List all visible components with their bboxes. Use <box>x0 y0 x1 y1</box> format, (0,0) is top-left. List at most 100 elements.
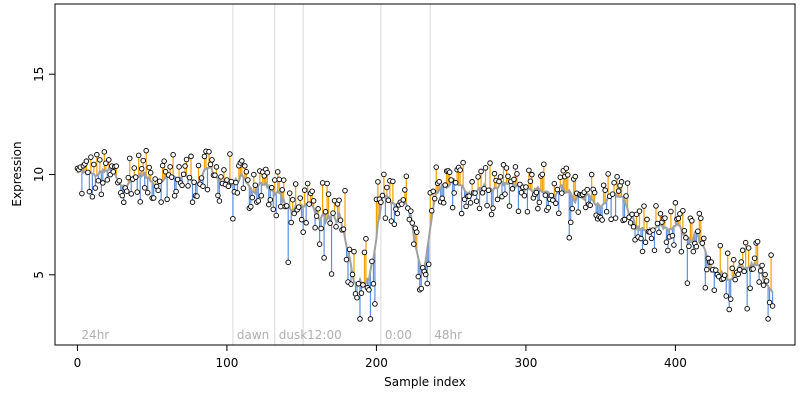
data-point <box>422 271 429 278</box>
data-point <box>277 203 284 210</box>
data-point <box>188 153 194 160</box>
y-axis-title: Expression <box>10 141 24 206</box>
data-point <box>200 183 206 189</box>
phase-label: 24hr <box>81 328 109 342</box>
data-point <box>485 187 492 194</box>
data-point <box>750 266 756 272</box>
data-point <box>566 235 573 241</box>
data-point <box>415 273 422 280</box>
data-point <box>330 210 336 216</box>
data-point <box>490 205 496 211</box>
data-point <box>234 190 241 196</box>
data-point <box>310 198 317 204</box>
data-point <box>563 165 570 171</box>
data-point <box>542 192 549 198</box>
data-point <box>97 157 103 163</box>
data-point <box>629 211 635 218</box>
phase-label: dusk <box>279 328 307 342</box>
data-point <box>379 192 386 199</box>
data-point <box>603 208 610 215</box>
phase-label: 0:00 <box>385 328 412 342</box>
data-point <box>267 197 274 203</box>
data-point <box>191 179 197 185</box>
data-point <box>366 287 372 293</box>
data-point <box>615 188 622 194</box>
data-point <box>346 246 353 253</box>
data-point <box>548 192 555 199</box>
data-point <box>751 255 758 261</box>
data-point <box>233 179 239 186</box>
data-point <box>255 198 262 204</box>
data-point <box>195 162 202 169</box>
data-point <box>650 227 656 233</box>
data-point <box>313 213 320 219</box>
data-point <box>403 173 410 180</box>
data-point <box>227 151 233 157</box>
data-point <box>431 195 438 202</box>
data-point <box>738 259 744 265</box>
data-point <box>418 285 425 292</box>
data-point <box>167 164 173 170</box>
data-point <box>159 162 166 169</box>
data-point <box>103 160 109 167</box>
data-point <box>343 256 350 263</box>
data-point <box>478 168 484 175</box>
data-point <box>367 316 374 322</box>
data-point <box>213 164 220 170</box>
data-point <box>140 157 146 164</box>
data-point <box>100 180 106 186</box>
data-point <box>484 202 490 209</box>
data-point <box>704 266 710 273</box>
data-point <box>609 191 616 197</box>
data-point <box>176 164 182 170</box>
data-point <box>469 179 475 185</box>
x-axis: 0 100 200 300 400 <box>74 344 687 370</box>
data-point <box>381 171 387 178</box>
data-point <box>261 173 268 179</box>
data-point <box>653 203 659 209</box>
data-point <box>306 201 312 207</box>
data-point <box>204 186 211 193</box>
data-point <box>385 197 392 204</box>
data-point <box>288 219 294 226</box>
data-point <box>110 169 117 175</box>
data-point <box>245 177 251 183</box>
data-point <box>699 240 706 246</box>
data-point <box>242 163 248 169</box>
data-point <box>568 219 574 226</box>
data-point <box>736 267 743 273</box>
data-point <box>756 279 762 285</box>
y-tick-label: 10 <box>32 167 46 182</box>
data-point <box>768 252 774 258</box>
data-point <box>639 248 646 255</box>
data-point <box>657 210 664 217</box>
data-point <box>636 208 643 214</box>
x-tick-label: 300 <box>514 356 537 370</box>
data-point <box>173 188 179 195</box>
data-point <box>656 229 662 236</box>
data-point <box>228 178 235 185</box>
data-point <box>212 172 218 178</box>
data-point <box>602 187 608 193</box>
x-tick-label: 200 <box>365 356 388 370</box>
data-point <box>476 205 483 212</box>
data-point <box>94 151 100 158</box>
data-point <box>451 190 457 196</box>
data-point <box>727 296 734 302</box>
data-point <box>698 215 704 222</box>
data-point <box>711 287 718 293</box>
data-point <box>89 194 96 200</box>
data-point <box>251 171 257 178</box>
data-point <box>240 185 247 192</box>
data-point <box>448 177 454 183</box>
data-point <box>92 185 99 191</box>
data-point <box>684 280 691 286</box>
data-point <box>717 242 724 249</box>
data-point <box>161 158 167 164</box>
data-point <box>104 177 111 183</box>
data-point <box>155 187 161 194</box>
data-point <box>654 220 661 227</box>
data-point <box>665 247 671 254</box>
data-point <box>230 216 236 222</box>
data-point <box>584 186 590 193</box>
